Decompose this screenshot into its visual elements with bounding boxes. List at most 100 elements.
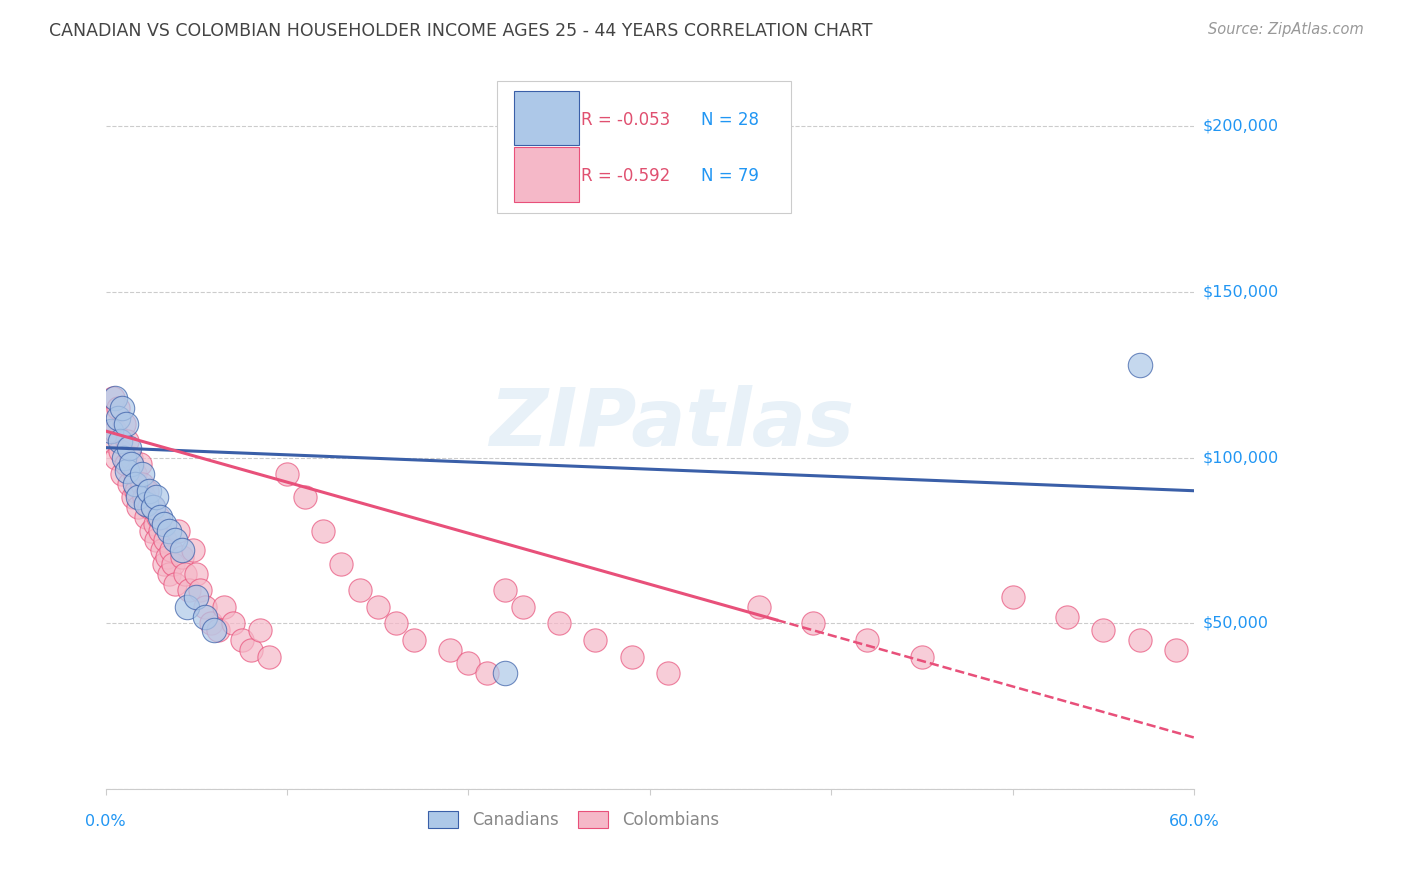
Point <box>212 599 235 614</box>
Point <box>100 434 122 448</box>
Point <box>1092 623 1115 637</box>
Point <box>194 609 217 624</box>
Point <box>207 623 229 637</box>
FancyBboxPatch shape <box>498 81 792 213</box>
Point <box>856 632 879 647</box>
Point <box>134 510 156 524</box>
Point <box>170 550 193 565</box>
Point <box>1164 643 1187 657</box>
Point <box>176 599 198 614</box>
Text: CANADIAN VS COLOMBIAN HOUSEHOLDER INCOME AGES 25 - 44 YEARS CORRELATION CHART: CANADIAN VS COLOMBIAN HOUSEHOLDER INCOME… <box>49 22 873 40</box>
Point <box>620 649 643 664</box>
Point <box>162 557 184 571</box>
Text: N = 28: N = 28 <box>702 112 759 129</box>
Point <box>121 491 143 505</box>
Point <box>367 599 389 614</box>
Point <box>108 444 131 458</box>
Point <box>107 401 129 415</box>
Point <box>911 649 934 664</box>
Point <box>194 599 217 614</box>
Point <box>111 401 134 415</box>
Point <box>177 583 200 598</box>
Point <box>131 477 153 491</box>
Text: R = -0.592: R = -0.592 <box>581 167 671 186</box>
Point <box>439 643 461 657</box>
Point <box>294 491 316 505</box>
Point <box>1001 590 1024 604</box>
Point <box>1128 358 1150 372</box>
Point <box>134 497 156 511</box>
Point <box>129 457 152 471</box>
Point <box>139 524 162 538</box>
Text: $150,000: $150,000 <box>1202 285 1278 299</box>
Text: $50,000: $50,000 <box>1202 615 1268 631</box>
Point <box>104 391 127 405</box>
Point <box>112 417 135 432</box>
Point <box>117 434 139 448</box>
Point <box>155 533 177 548</box>
Point <box>163 533 186 548</box>
Point <box>163 576 186 591</box>
Point <box>385 616 408 631</box>
Point <box>111 467 134 482</box>
Point <box>138 500 160 515</box>
Point <box>152 516 174 531</box>
Point <box>181 543 204 558</box>
Point <box>101 391 124 405</box>
Point <box>1056 609 1078 624</box>
Point <box>142 500 165 515</box>
Point <box>107 410 129 425</box>
Point <box>150 543 173 558</box>
FancyBboxPatch shape <box>513 91 579 145</box>
Text: ZIPatlas: ZIPatlas <box>489 385 853 464</box>
Point <box>188 583 211 598</box>
Point <box>124 477 146 491</box>
Point <box>402 632 425 647</box>
Point <box>548 616 571 631</box>
Point <box>104 424 127 438</box>
Point <box>174 566 197 581</box>
Point <box>157 524 180 538</box>
Point <box>145 491 167 505</box>
Point <box>149 510 172 524</box>
Point <box>124 467 146 482</box>
Point <box>167 524 190 538</box>
Point <box>239 643 262 657</box>
Point <box>100 424 122 438</box>
Point <box>117 464 139 478</box>
Point <box>494 666 516 681</box>
Point <box>108 434 131 448</box>
Point <box>231 632 253 647</box>
Point <box>148 510 170 524</box>
Point <box>221 616 243 631</box>
Point <box>204 623 226 637</box>
Point <box>112 450 135 465</box>
Point <box>118 441 141 455</box>
Point <box>312 524 335 538</box>
Point <box>330 557 353 571</box>
Point <box>120 457 142 471</box>
Point <box>145 533 167 548</box>
Point <box>152 557 174 571</box>
Point <box>1128 632 1150 647</box>
Point <box>114 417 136 432</box>
Point <box>249 623 271 637</box>
Point <box>156 550 179 565</box>
Point <box>127 491 149 505</box>
Text: 0.0%: 0.0% <box>86 814 127 830</box>
Point <box>583 632 606 647</box>
Point <box>186 566 208 581</box>
Point <box>160 543 183 558</box>
Point <box>157 566 180 581</box>
Point <box>98 410 121 425</box>
Point <box>142 500 165 515</box>
Point <box>801 616 824 631</box>
Point <box>125 483 148 498</box>
Point <box>138 483 160 498</box>
Text: $100,000: $100,000 <box>1202 450 1278 465</box>
Point <box>475 666 498 681</box>
Text: Source: ZipAtlas.com: Source: ZipAtlas.com <box>1208 22 1364 37</box>
Point <box>149 524 172 538</box>
Point <box>170 543 193 558</box>
Point <box>127 500 149 515</box>
